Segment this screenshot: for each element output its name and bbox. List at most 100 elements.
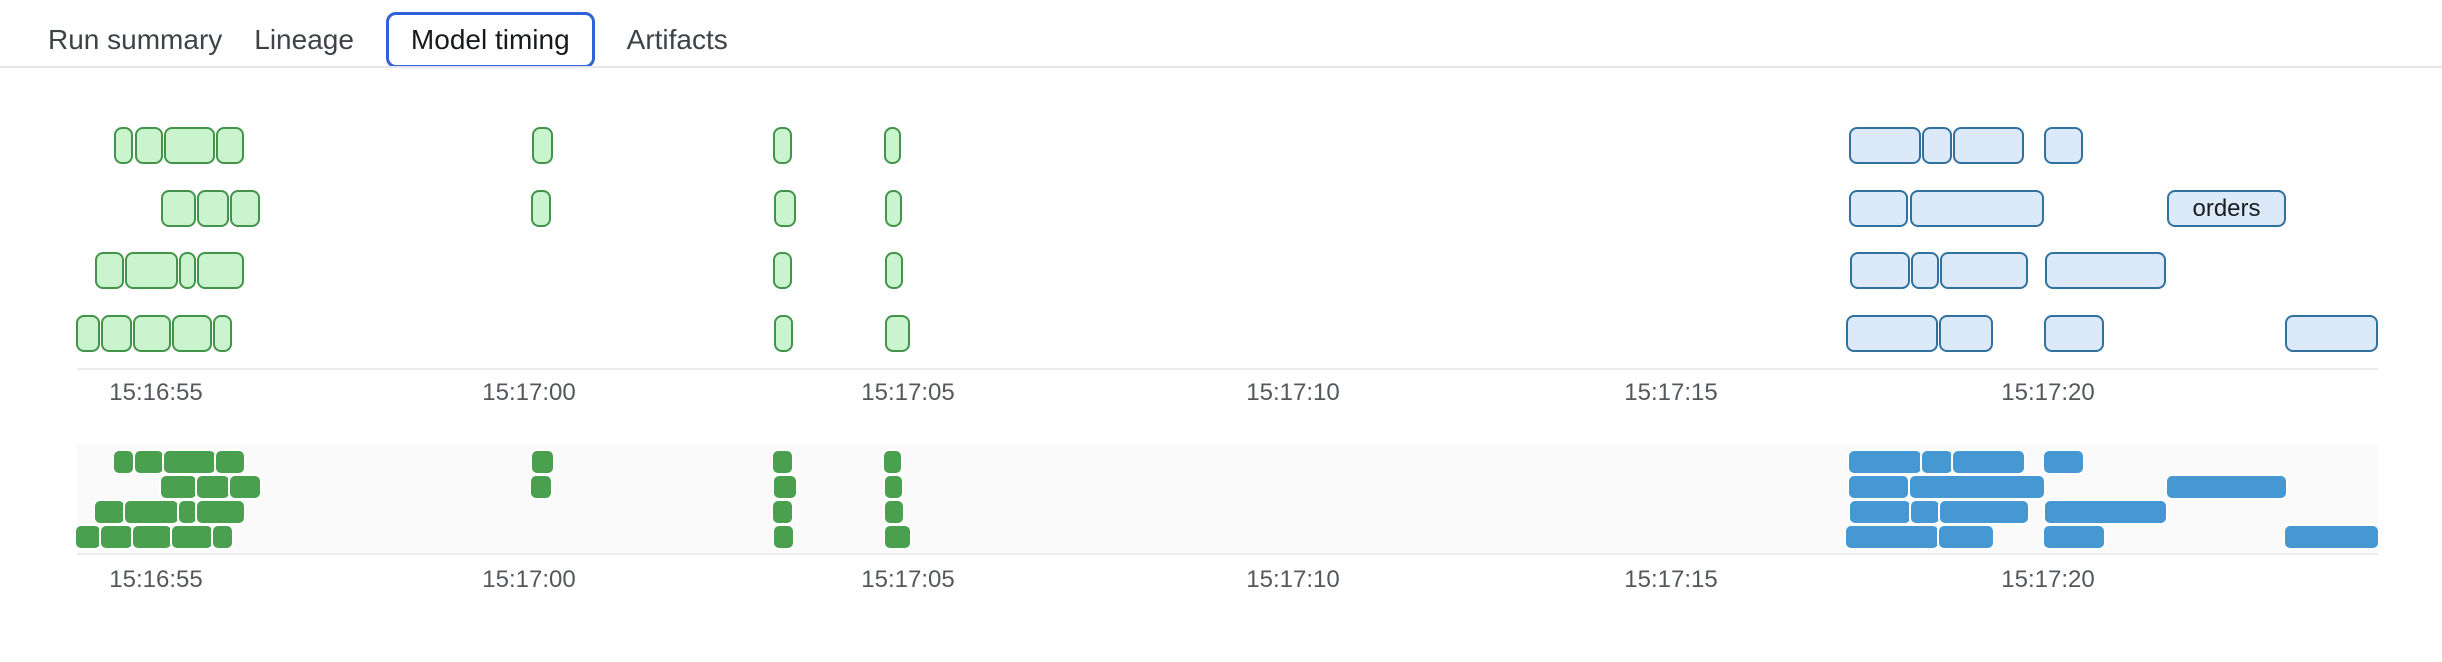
- model-bar[interactable]: [1849, 190, 1908, 227]
- minimap-axis-tick: 15:17:15: [1624, 566, 1718, 593]
- minimap-bar: [2285, 526, 2378, 548]
- main-axis-tick: 15:16:55: [109, 379, 203, 406]
- minimap-bar: [1940, 501, 2028, 523]
- minimap-bar: [2167, 476, 2286, 498]
- model-bar[interactable]: [2045, 252, 2166, 289]
- tab-artifacts[interactable]: Artifacts: [626, 24, 728, 55]
- model-bar[interactable]: [1911, 252, 1939, 289]
- model-bar[interactable]: [1846, 315, 1938, 352]
- minimap-bar: [2045, 501, 2166, 523]
- model-bar[interactable]: [1953, 127, 2024, 164]
- minimap-bar: [172, 526, 212, 548]
- tab-lineage[interactable]: Lineage: [254, 24, 354, 55]
- minimap-bar: [95, 501, 124, 523]
- minimap-bar: [133, 526, 171, 548]
- model-bar[interactable]: [197, 252, 244, 289]
- minimap-bar: [774, 526, 793, 548]
- model-bar[interactable]: [76, 315, 100, 352]
- minimap-axis-tick: 15:17:20: [2001, 566, 2095, 593]
- minimap-bar: [114, 451, 133, 473]
- minimap-bar: [1922, 451, 1952, 473]
- minimap-bar: [1849, 476, 1908, 498]
- minimap-axis-line: [77, 553, 2378, 555]
- tab-model-timing[interactable]: Model timing: [385, 12, 595, 68]
- minimap-bar: [216, 451, 244, 473]
- model-bar[interactable]: [531, 190, 551, 227]
- minimap-bar: [1910, 476, 2044, 498]
- minimap-bar: [2044, 526, 2104, 548]
- tab-bar: Run summary Lineage Model timing Artifac…: [0, 0, 2442, 80]
- main-axis-tick: 15:17:05: [861, 379, 955, 406]
- model-bar[interactable]: [884, 127, 901, 164]
- minimap-bar: [885, 501, 903, 523]
- model-bar[interactable]: [95, 252, 124, 289]
- model-bar[interactable]: [216, 127, 244, 164]
- minimap-bar: [135, 451, 163, 473]
- minimap-bar: [76, 526, 100, 548]
- model-bar[interactable]: [774, 190, 796, 227]
- minimap-bar: [2044, 451, 2083, 473]
- model-bar[interactable]: [101, 315, 132, 352]
- model-bar[interactable]: [773, 127, 792, 164]
- model-bar-orders[interactable]: orders: [2167, 190, 2286, 227]
- minimap-bar: [1849, 451, 1921, 473]
- model-bar[interactable]: [2285, 315, 2378, 352]
- model-bar[interactable]: [774, 315, 793, 352]
- minimap-axis-tick: 15:17:10: [1246, 566, 1340, 593]
- minimap-axis-tick: 15:17:05: [861, 566, 955, 593]
- model-bar[interactable]: [213, 315, 232, 352]
- minimap-bar: [1846, 526, 1938, 548]
- main-axis-tick: 15:17:10: [1246, 379, 1340, 406]
- model-bar[interactable]: [773, 252, 792, 289]
- model-bar[interactable]: [114, 127, 133, 164]
- minimap-axis-tick: 15:16:55: [109, 566, 203, 593]
- minimap-bar: [532, 451, 553, 473]
- tab-run-summary[interactable]: Run summary: [48, 24, 223, 55]
- minimap-bar: [885, 526, 910, 548]
- model-bar[interactable]: [885, 315, 910, 352]
- minimap-bar: [197, 476, 229, 498]
- model-bar[interactable]: [532, 127, 553, 164]
- model-bar[interactable]: [2044, 127, 2083, 164]
- model-bar[interactable]: [1850, 252, 1910, 289]
- model-bar[interactable]: [230, 190, 260, 227]
- model-bar[interactable]: [133, 315, 171, 352]
- model-bar[interactable]: [885, 190, 902, 227]
- tab-bar-divider: [0, 66, 2442, 68]
- minimap-bar: [230, 476, 260, 498]
- model-bar[interactable]: [179, 252, 196, 289]
- minimap-bar: [773, 451, 792, 473]
- main-axis-tick: 15:17:15: [1624, 379, 1718, 406]
- model-bar[interactable]: [164, 127, 215, 164]
- minimap-bar: [531, 476, 551, 498]
- model-bar[interactable]: [1910, 190, 2044, 227]
- model-bar[interactable]: [885, 252, 903, 289]
- model-bar[interactable]: [135, 127, 163, 164]
- main-axis-tick: 15:17:20: [2001, 379, 2095, 406]
- minimap-bar: [1911, 501, 1939, 523]
- minimap-bar: [1939, 526, 1993, 548]
- minimap-bar: [213, 526, 232, 548]
- model-bar[interactable]: [1939, 315, 1993, 352]
- model-bar[interactable]: [172, 315, 212, 352]
- main-axis-line: [77, 368, 2378, 370]
- minimap-background: [77, 444, 2378, 554]
- minimap-bar: [179, 501, 196, 523]
- minimap-bar: [884, 451, 901, 473]
- minimap-bar: [197, 501, 244, 523]
- model-bar[interactable]: [161, 190, 196, 227]
- minimap-bar: [1953, 451, 2024, 473]
- model-bar[interactable]: [125, 252, 178, 289]
- minimap-bar: [101, 526, 132, 548]
- minimap-bar: [125, 501, 178, 523]
- minimap-bar: [1850, 501, 1910, 523]
- minimap-bar: [164, 451, 215, 473]
- model-bar[interactable]: [1940, 252, 2028, 289]
- model-bar[interactable]: [2044, 315, 2104, 352]
- minimap-bar: [773, 501, 792, 523]
- model-bar[interactable]: [1849, 127, 1921, 164]
- model-bar[interactable]: [1922, 127, 1952, 164]
- model-bar[interactable]: [197, 190, 229, 227]
- minimap-bar: [161, 476, 196, 498]
